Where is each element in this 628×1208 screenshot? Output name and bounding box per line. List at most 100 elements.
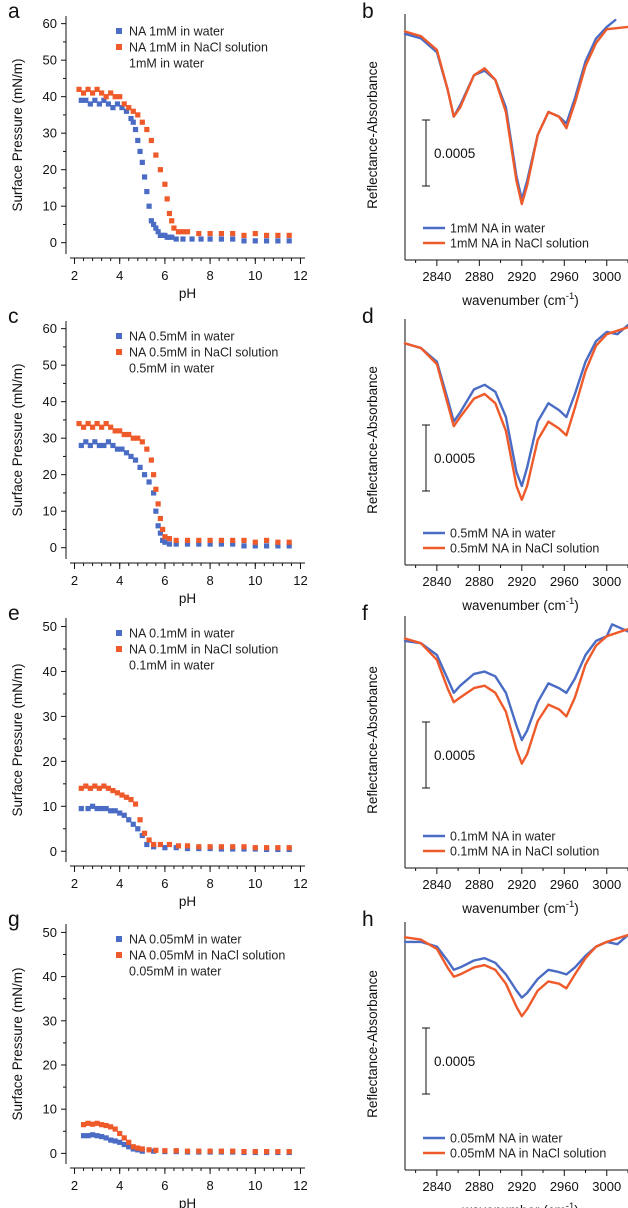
data-point [78,805,84,812]
data-point [103,1122,109,1129]
data-point [126,1139,132,1145]
y-tick-label: 50 [43,53,57,68]
data-point [151,472,157,478]
x-axis-label: pH [179,286,196,301]
data-point [123,108,130,114]
series-line-0 [403,18,617,201]
y-tick-label: 40 [43,89,57,104]
legend-marker [116,333,122,339]
data-point [128,453,134,460]
data-point [144,841,150,848]
x-tick-label: 12 [293,876,307,891]
legend-marker [116,646,122,652]
series-line-1 [403,627,628,765]
data-point [101,97,107,103]
x-axis-label: pH [179,1196,196,1208]
series-1 [76,420,292,545]
data-point [286,845,292,851]
data-point [78,97,84,103]
data-point [207,236,213,242]
data-point [76,420,82,427]
data-point [112,94,118,100]
data-point [99,1122,105,1128]
scale-bar-label: 0.0005 [434,748,475,763]
y-tick-label: 50 [43,925,57,940]
data-point [263,232,270,238]
legend-label: 1mM NA in water [450,222,545,236]
data-point [153,225,159,231]
x-tick-label: 2920 [507,1179,536,1194]
data-point [135,1145,141,1151]
series-line-1 [403,933,628,1018]
panel-f: 2840 2880 2920 2960 3000 wavenumber (cm-1) Ref… [362,602,628,916]
data-point [275,543,281,549]
x-tick-label: 8 [206,268,213,283]
x-axis-label-main: wavenumber (cm [461,1203,566,1208]
data-point [121,1135,127,1141]
data-point [78,442,84,449]
data-point [117,1130,123,1137]
x-tick-label: 2920 [507,574,536,589]
data-point [108,1124,114,1130]
legend-label: 0.05mM NA in NaCl solution [450,1147,606,1161]
data-point [105,785,112,791]
data-point [85,420,91,427]
data-point [241,537,247,543]
data-point [252,845,258,851]
data-point [135,112,141,118]
data-point [112,808,118,814]
legend-marker [116,936,122,942]
x-tick-label: 2960 [550,877,579,892]
data-point [263,845,270,851]
data-point [166,535,173,542]
data-point [207,230,213,237]
y-axis-label: Surface Pressure (mN/m) [10,363,25,516]
data-point [263,1149,270,1155]
data-point [137,817,143,823]
legend-label: 0.05mM NA in water [450,1132,563,1146]
data-point [252,238,258,244]
data-point [135,435,141,441]
data-point [189,236,195,242]
y-tick-label: 10 [43,504,57,519]
data-point [96,785,102,791]
data-point [144,188,150,195]
data-point [286,1149,292,1155]
data-point [117,428,123,434]
x-tick-label: 2 [71,876,78,891]
x-tick-label: 6 [161,573,168,588]
data-point [89,803,96,809]
legend-label: 0.5mM NA in water [450,527,556,541]
data-point [153,152,159,158]
panel-letter: c [8,305,19,328]
panel-letter: g [8,908,20,931]
x-axis-label-end: ) [574,598,579,613]
data-point [230,844,236,850]
data-point [99,424,105,430]
y-tick-label: 10 [43,199,57,214]
legend-marker [116,952,122,958]
data-point [108,808,114,814]
y-tick-label: 60 [43,16,57,31]
x-tick-label: 12 [293,1178,307,1193]
data-point [146,203,152,209]
data-point [207,1148,213,1154]
data-point [94,805,100,812]
scale-bar-label: 0.0005 [434,1054,475,1069]
x-tick-label: 2840 [422,269,451,284]
x-tick-label: 4 [116,876,123,891]
x-tick-label: 8 [206,876,213,891]
y-axis-label: Reflectance-Absorbance [365,970,380,1118]
data-point [218,1148,224,1154]
y-tick-label: 30 [43,1013,57,1028]
data-point [80,1133,87,1139]
data-point [275,539,281,545]
scale-bar-label: 0.0005 [434,146,475,161]
data-point [196,1148,202,1154]
data-point [160,526,166,533]
legend-label: NA 1mM in water [129,25,224,39]
data-point [148,218,154,224]
legend-marker [116,349,122,355]
data-point [252,543,258,549]
